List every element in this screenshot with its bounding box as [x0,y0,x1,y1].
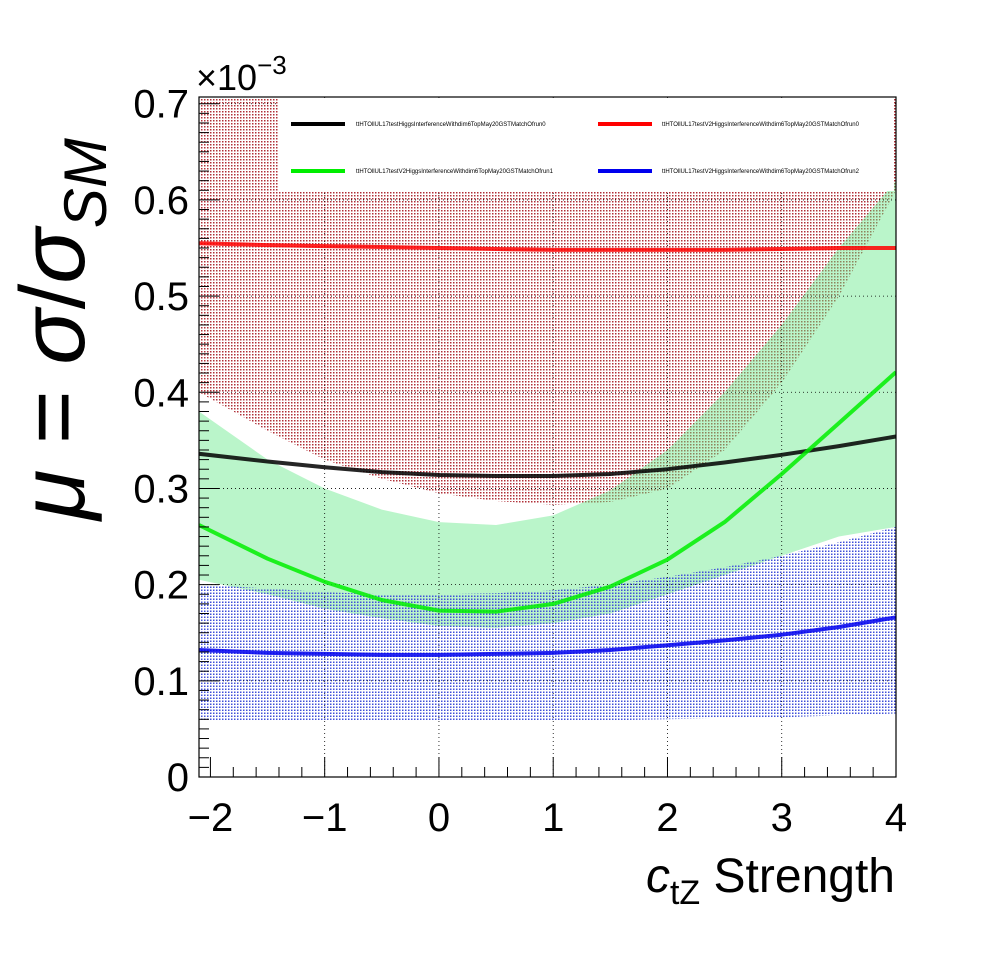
uncertainty-bands [199,97,896,721]
band-3 [199,526,896,721]
x-tick-label: 0 [428,796,450,840]
series-line-3 [199,615,896,657]
series-line-0 [199,434,896,478]
y-tick-label: 0.1 [133,660,189,704]
y-tick-label: 0.3 [133,467,189,511]
series-line-1 [199,241,896,252]
series-line-2 [199,370,896,614]
y-axis-title: μ = σ/σSM [2,138,119,522]
x-tick-label: −2 [188,796,234,840]
y-axis-ticks: 0 0.1 0.2 0.3 0.4 0.5 0.6 0.7 [133,83,219,800]
y-exponent-label: ×10−3 [196,50,287,98]
y-tick-label: 0.5 [133,275,189,319]
y-tick-label: 0.2 [133,564,189,608]
legend-entry-3: ttHTOllUL17testV2HiggsInterferenceWithdi… [598,169,860,175]
x-tick-label: 3 [771,796,793,840]
legend-label: ttHTOllUL17testV2HiggsInterferenceWithdi… [662,169,860,175]
legend-background [278,99,894,191]
grid-lines [199,97,896,777]
x-axis-title: ctZ Strength [646,850,895,912]
legend-label: ttHTOllUL17testV2HiggsInterferenceWithdi… [356,169,554,175]
plot-frame [198,96,897,778]
legend-entry-1: ttHTOllUL17testV2HiggsInterferenceWithdi… [598,122,860,128]
series-lines [199,241,896,657]
legend-entry-2: ttHTOllUL17testV2HiggsInterferenceWithdi… [291,169,554,175]
y-tick-label: 0 [167,756,189,800]
y-exponent-power: −3 [257,50,287,80]
y-tick-label: 0.6 [133,179,189,223]
x-tick-label: 4 [885,796,907,840]
legend-label: ttHTOllUL17testV2HiggsInterferenceWithdi… [662,122,860,128]
band-1 [199,97,896,505]
legend-box: ttHTOllUL17testHiggsInterferenceWithdim6… [278,99,894,191]
legend-entry-0: ttHTOllUL17testHiggsInterferenceWithdim6… [291,122,546,128]
x-tick-label: −1 [302,796,348,840]
x-tick-label: 1 [542,796,564,840]
x-tick-label: 2 [656,796,678,840]
y-tick-label: 0.4 [133,371,189,415]
x-axis-ticks: −2 −1 0 1 2 3 4 [188,757,907,840]
y-tick-label: 0.7 [133,83,189,127]
legend-label: ttHTOllUL17testHiggsInterferenceWithdim6… [356,122,546,128]
band-2 [199,180,896,628]
